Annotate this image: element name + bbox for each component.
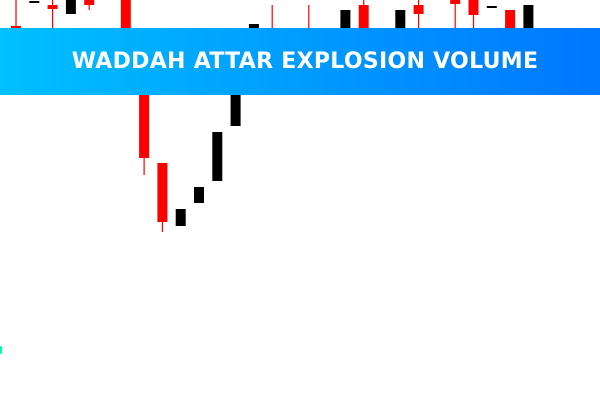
candle <box>29 1 40 3</box>
candle <box>11 0 21 28</box>
candle-body <box>468 0 479 15</box>
candle-body <box>450 0 461 4</box>
candle-body <box>395 10 406 40</box>
candle-body <box>413 5 424 14</box>
candle <box>194 187 204 203</box>
candle <box>413 0 424 30</box>
candle-body <box>505 10 516 40</box>
candle <box>139 95 150 175</box>
candle-body <box>194 187 204 203</box>
candle-body <box>212 132 223 181</box>
candle <box>175 209 186 226</box>
candle-body <box>358 5 369 40</box>
candle-body <box>65 0 76 14</box>
banner-title: WADDAH ATTAR EXPLOSION VOLUME <box>71 49 539 74</box>
candle-body <box>84 0 95 5</box>
indicator-marker <box>0 346 2 354</box>
candle <box>65 0 76 14</box>
candle-body <box>175 209 186 226</box>
candle-body <box>139 95 150 158</box>
candle <box>468 0 479 30</box>
candle-body <box>47 5 58 9</box>
candle-body <box>486 6 497 8</box>
candle-body <box>340 10 351 40</box>
title-banner: WADDAH ATTAR EXPLOSION VOLUME <box>0 28 600 95</box>
candle <box>157 163 168 232</box>
candle <box>47 0 58 30</box>
candle-body <box>29 1 40 3</box>
candle <box>486 6 497 8</box>
candle-body <box>523 5 534 40</box>
candle-body <box>157 163 168 222</box>
candle <box>450 0 461 30</box>
candle-body <box>11 26 21 28</box>
candle <box>212 132 223 181</box>
candle <box>84 0 95 10</box>
